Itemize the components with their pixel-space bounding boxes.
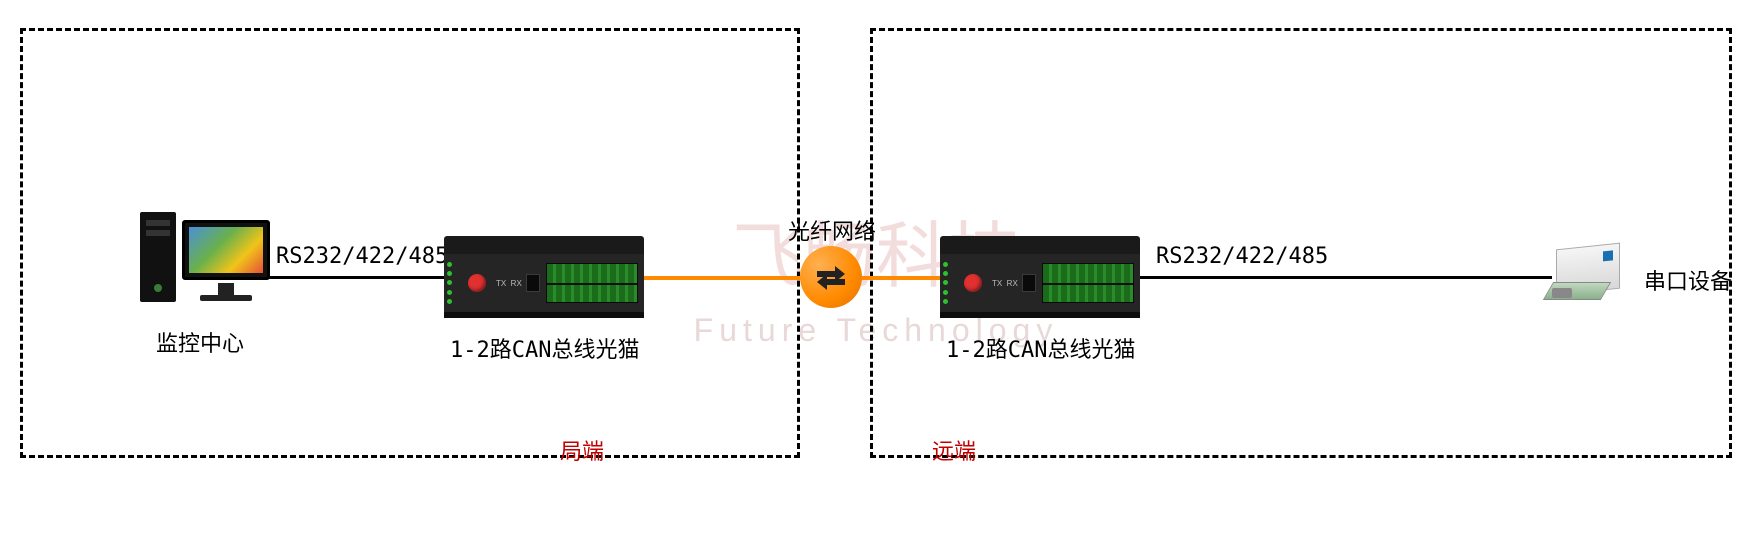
serial-device-label: 串口设备 [1644,264,1732,296]
serial-device-icon [1548,246,1628,302]
can-modem-right: TX RX [940,236,1140,318]
link-rs-left-label: RS232/422/485 [276,244,448,269]
fiber-network-label: 光纤网络 [788,214,876,246]
box-remote-label: 远端 [932,434,976,466]
box-local-label: 局端 [560,434,604,466]
fiber-network-icon [800,246,862,308]
link-fiber-left [644,276,814,280]
can-modem-left: TX RX [444,236,644,318]
can-modem-left-label: 1-2路CAN总线光猫 [450,332,639,364]
can-modem-right-label: 1-2路CAN总线光猫 [946,332,1135,364]
link-fiber-right [850,276,940,280]
monitor-center-label: 监控中心 [156,326,244,358]
link-rs-right [1140,276,1552,279]
box-local [20,28,800,458]
link-rs-right-label: RS232/422/485 [1156,244,1328,269]
link-rs-left [268,276,444,279]
